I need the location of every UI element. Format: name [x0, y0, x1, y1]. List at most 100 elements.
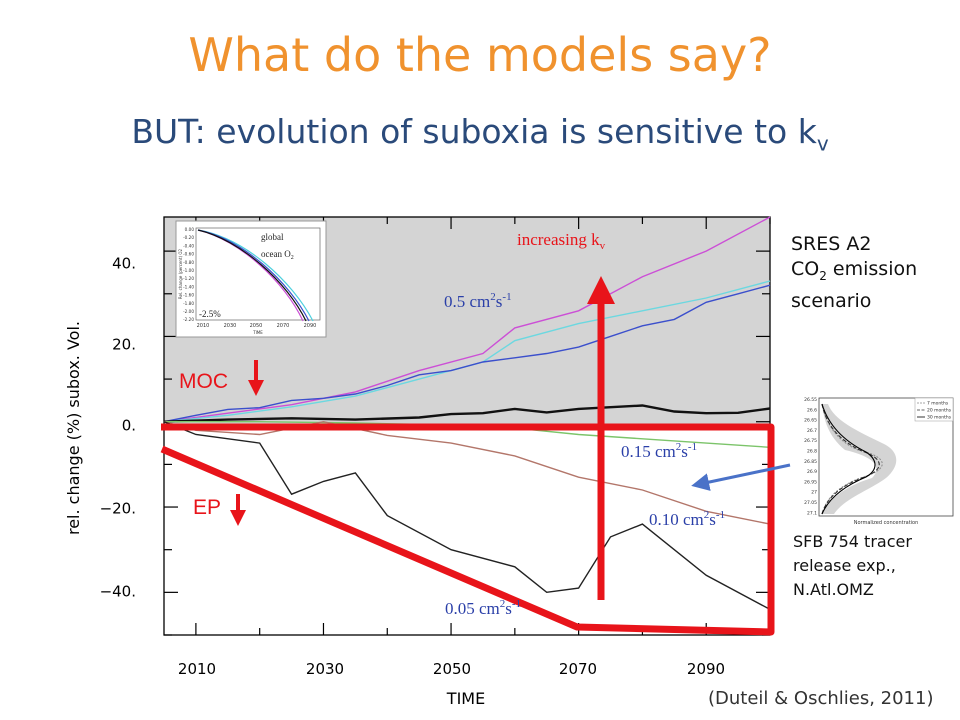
- tracer-pointer-arrow: [691, 463, 791, 491]
- kv-label-mid: s: [505, 599, 512, 618]
- inset-ytick: -0.40: [183, 243, 194, 248]
- tracer-note-line: SFB 754 tracer: [793, 532, 912, 551]
- ytick-label: −20.: [100, 500, 136, 518]
- scenario-line: CO2 emission: [791, 257, 917, 289]
- moc-label: MOC: [179, 370, 228, 393]
- tracer-ytick: 26.75: [804, 438, 817, 444]
- inset-ytick: -2.00: [183, 309, 194, 314]
- ytick-label: 0.: [122, 417, 136, 435]
- scenario-emission: emission: [826, 258, 918, 280]
- kv-label-mid: s: [709, 510, 716, 529]
- kv-label-sup: 2: [676, 441, 682, 453]
- increasing-kv-text: increasing k: [517, 230, 600, 249]
- series-layer: [163, 216, 771, 611]
- kv-label-sup: -1: [688, 441, 697, 453]
- kv-label-text: 0.10 cm: [649, 510, 704, 529]
- inset-xtick: 2010: [197, 323, 210, 329]
- inset-ytick: -1.00: [183, 268, 194, 273]
- kv-label-sup: -1: [502, 291, 511, 303]
- tracer-legend-item: 30 months: [927, 415, 952, 421]
- series-line-2: [163, 284, 771, 423]
- tracer-ytick: 26.7: [807, 428, 817, 434]
- tracer-ytick: 26.85: [804, 459, 817, 465]
- x-axis-label: TIME: [446, 689, 485, 708]
- kv-label-05: 0.5 cm2s-1: [444, 291, 512, 311]
- tracer-spread-band: [822, 404, 897, 514]
- inset-label: global: [261, 232, 284, 242]
- inset-ylabel: Rel. change (percent) O2: [178, 248, 183, 299]
- inset-ytick: -1.20: [183, 276, 194, 281]
- series-line-5: [163, 420, 771, 525]
- xtick-label: 2050: [433, 660, 471, 678]
- tracer-ytick: 26.6: [807, 407, 817, 413]
- tracer-ytick: 26.65: [804, 418, 817, 424]
- scenario-line: SRES A2: [791, 233, 872, 255]
- scenario-co: CO: [791, 258, 820, 280]
- tracer-yticks: 26.55 26.6 26.65 26.7 26.75 26.8 26.85 26.9 26.9…: [804, 397, 817, 516]
- subtitle-text: BUT: evolution of suboxia is sensitive t…: [131, 112, 817, 151]
- tracer-legend: 7 months 20 months 30 months: [914, 397, 954, 422]
- ep-region-outline: [160, 423, 775, 636]
- inset-curve-black: [197, 229, 307, 322]
- inset-ytick: -2.20: [183, 317, 194, 322]
- tracer-ytick: 26.8: [807, 449, 817, 455]
- kv-label-sup: 2: [490, 291, 496, 303]
- tracer-curve-20m: [821, 403, 880, 515]
- inset-xtick: 2050: [250, 323, 263, 329]
- inset-ytick: 0.00: [185, 227, 195, 232]
- tracer-note-line: release exp.,: [793, 556, 896, 575]
- kv-label-sup: -1: [512, 598, 521, 610]
- inset-ytick: -0.60: [183, 252, 194, 257]
- ytick-label: 40.: [112, 255, 136, 273]
- tracer-note: SFB 754 tracer release exp., N.Atl.OMZ: [793, 530, 912, 602]
- scenario-co-sub: 2: [819, 268, 827, 283]
- kv-label-sup: 2: [500, 598, 506, 610]
- kv-label-015: 0.15 cm2s-1: [621, 441, 697, 461]
- inset-ytick: -0.20: [183, 235, 194, 240]
- inset-ytick: -1.80: [183, 301, 194, 306]
- increasing-kv-label: increasing kv: [517, 230, 606, 252]
- kv-label-010: 0.10 cm2s-1: [649, 509, 725, 529]
- kv-label-text: 0.15 cm: [621, 442, 676, 461]
- kv-label-005: 0.05 cm2s-1: [445, 598, 521, 618]
- series-line-0: [163, 216, 771, 423]
- inset-xtick: 2030: [224, 323, 237, 329]
- tracer-release-plot: 26.55 26.6 26.65 26.7 26.75 26.8 26.85 26.9 26.9…: [795, 385, 960, 530]
- tracer-xlabel: Normalized concentration: [854, 520, 919, 526]
- xtick-label: 2030: [306, 660, 344, 678]
- kv-label-mid: s: [496, 292, 503, 311]
- tracer-ytick: 27: [811, 490, 817, 496]
- inset-label-sub: 2: [291, 255, 294, 261]
- ytick-label: 20.: [112, 336, 136, 354]
- ep-label: EP: [193, 496, 221, 519]
- kv-label-text: 0.5 cm: [444, 292, 490, 311]
- inset-label-line1: global: [261, 232, 284, 242]
- series-line-3: [163, 404, 771, 423]
- tracer-note-line: N.Atl.OMZ: [793, 580, 874, 599]
- ytick-label: −40.: [100, 583, 136, 601]
- kv-label-sup: -1: [716, 509, 725, 521]
- inset-ytick: -1.60: [183, 293, 194, 298]
- kv-label-text: 0.05 cm: [445, 599, 500, 618]
- xtick-label: 2090: [687, 660, 725, 678]
- inset-xtick: 2070: [277, 323, 290, 329]
- tracer-curve-7m: [821, 403, 883, 515]
- inset-xtick: 2090: [304, 323, 317, 329]
- inset-percent: -2.5%: [199, 309, 221, 319]
- inset-label-line2: ocean O: [261, 249, 291, 259]
- y-axis-label: rel. change (%) subox. Vol.: [64, 321, 83, 535]
- scenario-note: SRES A2 CO2 emission scenario: [791, 232, 917, 314]
- tracer-legend-item: 20 months: [927, 408, 952, 414]
- tracer-ytick: 26.55: [804, 397, 817, 403]
- kv-label-mid: s: [681, 442, 688, 461]
- inset-global-o2: 0.00 -0.20 -0.40 -0.60 -0.80 -1.00 -1.20 -1.40 -…: [175, 220, 327, 338]
- increasing-kv-sub: v: [600, 240, 606, 252]
- series-line-6: [163, 421, 771, 611]
- inset-label: ocean O2: [261, 249, 294, 261]
- page-title: What do the models say?: [188, 28, 772, 82]
- xtick-label: 2070: [559, 660, 597, 678]
- inset-ytick: -1.40: [183, 284, 194, 289]
- tracer-ytick: 26.95: [804, 479, 817, 485]
- inset-xlabel: TIME: [252, 330, 263, 335]
